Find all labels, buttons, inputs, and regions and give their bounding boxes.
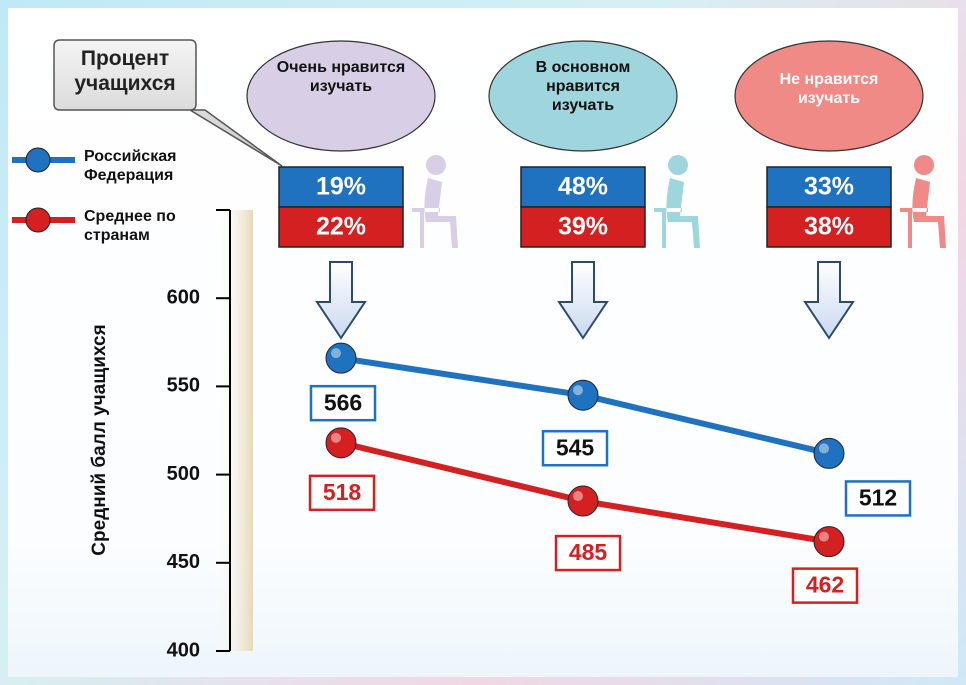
point-highlight [819, 443, 829, 453]
point [568, 486, 598, 516]
y-tick-label: 600 [167, 286, 200, 308]
point-highlight [573, 385, 583, 395]
point [568, 380, 598, 410]
value-label: 566 [324, 389, 362, 415]
y-tick-label: 400 [167, 639, 200, 661]
callout-label: Процент учащихся [58, 46, 192, 96]
arrow [317, 262, 365, 338]
student-body [412, 178, 458, 248]
category-label: В основном нравится изучать [518, 58, 648, 116]
share-label: 22% [316, 213, 366, 241]
point-highlight [819, 532, 829, 542]
legend-label: Среднее по странам [84, 207, 204, 245]
point [814, 438, 844, 468]
share-label: 19% [316, 173, 366, 201]
page: 400 450 500 550 600 Средний балл учащихся 19% 2… [0, 0, 966, 685]
category-label: Очень нравится изучать [276, 58, 406, 96]
share-label: 39% [558, 213, 608, 241]
value-label: 462 [806, 572, 844, 598]
axis-band [215, 210, 253, 651]
y-tick-label: 550 [167, 375, 200, 397]
value-label: 485 [569, 539, 608, 565]
share-label: 48% [558, 173, 608, 201]
student-head [914, 155, 934, 175]
y-tick-label: 450 [167, 551, 200, 573]
legend-label: Российская Федерация [84, 147, 204, 185]
y-axis-label: Средний балл учащихся [89, 324, 110, 555]
share-label: 33% [804, 173, 854, 201]
point-highlight [331, 433, 341, 443]
point [326, 343, 356, 373]
category-label: Не нравится изучать [764, 70, 894, 108]
arrow [805, 262, 853, 338]
share-label: 38% [804, 213, 854, 241]
student-body [654, 178, 700, 248]
point-highlight [573, 491, 583, 501]
point-highlight [331, 348, 341, 358]
value-label: 518 [323, 479, 362, 505]
student-head [668, 155, 688, 175]
legend-marker [26, 148, 50, 172]
value-label: 545 [556, 434, 595, 460]
student-head [426, 155, 446, 175]
value-label: 512 [859, 485, 897, 511]
arrow [559, 262, 607, 338]
legend-marker [26, 208, 50, 232]
student-body [900, 178, 946, 248]
point [814, 527, 844, 557]
y-tick-label: 500 [167, 463, 200, 485]
point [326, 428, 356, 458]
